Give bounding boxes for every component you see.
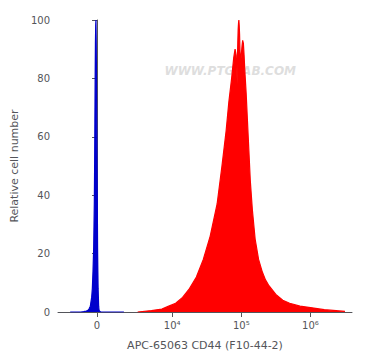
svg-text:10⁶: 10⁶ bbox=[302, 320, 319, 331]
svg-text:0: 0 bbox=[94, 320, 100, 331]
svg-text:10⁵: 10⁵ bbox=[233, 320, 250, 331]
svg-text:0: 0 bbox=[44, 307, 50, 318]
svg-text:APC-65063 CD44 (F10-44-2): APC-65063 CD44 (F10-44-2) bbox=[127, 339, 283, 352]
svg-text:20: 20 bbox=[37, 248, 50, 259]
svg-text:80: 80 bbox=[37, 73, 50, 84]
svg-text:10⁴: 10⁴ bbox=[164, 320, 181, 331]
svg-text:WWW.PTGLAB.COM: WWW.PTGLAB.COM bbox=[164, 64, 296, 78]
svg-text:60: 60 bbox=[37, 131, 50, 142]
svg-text:100: 100 bbox=[31, 15, 50, 26]
svg-text:Relative cell number: Relative cell number bbox=[8, 109, 21, 223]
svg-text:40: 40 bbox=[37, 190, 50, 201]
